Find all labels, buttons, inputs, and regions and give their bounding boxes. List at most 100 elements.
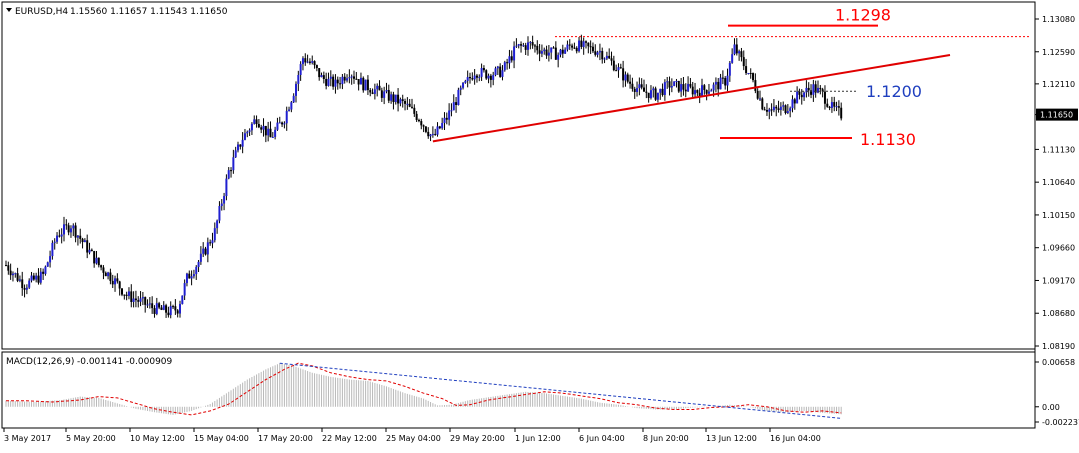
- candle-up: [517, 44, 520, 46]
- candle-up: [11, 273, 14, 276]
- candle-down: [645, 91, 648, 93]
- candle-up: [373, 89, 376, 94]
- dropdown-arrow-icon[interactable]: [6, 8, 12, 12]
- time-tick-label: 22 May 12:00: [322, 434, 377, 443]
- candle-up: [652, 88, 655, 91]
- candle-down: [765, 109, 768, 112]
- candle-down: [313, 61, 316, 66]
- candle-down: [520, 44, 523, 46]
- candle-down: [90, 249, 93, 252]
- candle-down: [86, 240, 89, 253]
- candle-up: [295, 83, 297, 96]
- price-panel-frame: [1, 1, 1036, 350]
- candle-up: [786, 111, 789, 114]
- candle-down: [754, 80, 757, 91]
- candle-down: [589, 46, 592, 48]
- candle-up: [290, 102, 293, 110]
- candle-down: [647, 92, 650, 99]
- candle-down: [97, 257, 100, 266]
- candle-up: [394, 94, 397, 103]
- candle-up: [53, 241, 56, 243]
- candle-up: [670, 85, 673, 88]
- candle-down: [499, 66, 502, 77]
- macd-panel-frame: [1, 351, 1036, 429]
- candle-up: [501, 70, 504, 77]
- candle-up: [656, 92, 659, 100]
- candle-down: [424, 126, 427, 132]
- candle-down: [93, 251, 96, 264]
- candle-up: [25, 287, 28, 290]
- candle-up: [450, 110, 453, 112]
- time-tick-label: 17 May 20:00: [258, 434, 313, 443]
- candle-up: [267, 128, 270, 136]
- candle-up: [496, 66, 499, 69]
- candle-up: [564, 49, 567, 54]
- candle-up: [503, 62, 506, 71]
- candle-up: [624, 74, 627, 81]
- time-tick-label: 5 May 20:00: [66, 434, 116, 443]
- candle-up: [139, 298, 142, 302]
- candle-down: [587, 42, 590, 47]
- candle-up: [220, 203, 223, 207]
- candle-down: [821, 89, 824, 92]
- candle-up: [436, 126, 439, 135]
- macd-trendline: [279, 362, 842, 419]
- candle-up: [202, 248, 205, 254]
- candle-down: [763, 109, 766, 111]
- candle-up: [731, 54, 734, 63]
- candle-down: [691, 86, 694, 95]
- candle-down: [482, 68, 485, 71]
- candle-down: [610, 58, 613, 61]
- candle-up: [796, 91, 799, 104]
- price-tick-label: 1.12590: [1042, 48, 1075, 57]
- candle-up: [179, 304, 181, 314]
- macd-tick-label: -0.002237: [1042, 418, 1079, 427]
- candle-down: [814, 84, 817, 93]
- candle-down: [355, 78, 358, 80]
- candle-up: [429, 134, 432, 137]
- candle-down: [777, 108, 780, 110]
- candle-up: [448, 110, 451, 120]
- candle-down: [698, 92, 701, 97]
- candle-down: [109, 272, 112, 281]
- candle-down: [32, 275, 35, 280]
- price-axis: 1.13080 1.12590 1.12110 1.11650 1.11130 1.106…: [1035, 15, 1078, 351]
- candle-up: [250, 123, 253, 131]
- candle-up: [441, 123, 444, 129]
- candle-down: [677, 80, 680, 92]
- candle-down: [696, 90, 699, 93]
- candle-up: [285, 110, 288, 124]
- candle-up: [543, 49, 546, 52]
- candle-up: [473, 75, 476, 80]
- candle-down: [489, 75, 492, 80]
- candle-up: [237, 144, 239, 151]
- time-tick-label: 15 May 04:00: [194, 434, 249, 443]
- candle-up: [72, 225, 75, 229]
- candle-up: [478, 76, 481, 78]
- candle-down: [629, 81, 632, 84]
- time-tick-label: 25 May 04:00: [386, 434, 441, 443]
- candle-down: [130, 291, 133, 302]
- candle-down: [538, 50, 541, 54]
- candle-up: [190, 276, 193, 279]
- candle-up: [680, 84, 683, 92]
- candle-down: [102, 267, 105, 273]
- candle-down: [116, 278, 119, 282]
- candle-down: [336, 79, 339, 84]
- candle-up: [540, 51, 543, 54]
- candle-down: [705, 89, 708, 94]
- candle-down: [622, 68, 625, 81]
- candle-down: [315, 65, 318, 69]
- candle-up: [508, 56, 511, 64]
- candle-up: [376, 85, 379, 90]
- trendline: [432, 54, 951, 143]
- candle-up: [782, 105, 785, 107]
- candle-up: [779, 106, 782, 110]
- candle-up: [348, 77, 351, 79]
- candle-up: [299, 64, 302, 75]
- candle-up: [95, 257, 98, 264]
- candle-up: [76, 235, 79, 238]
- candle-up: [329, 76, 332, 79]
- candle-up: [262, 125, 265, 130]
